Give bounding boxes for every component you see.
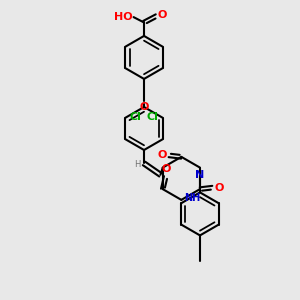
Text: Cl: Cl [147,112,158,122]
Text: H: H [134,160,140,169]
Text: N: N [195,170,204,180]
Text: NH: NH [184,194,200,203]
Text: O: O [158,150,167,161]
Text: HO: HO [114,12,132,22]
Text: Cl: Cl [130,112,142,122]
Text: O: O [161,164,170,174]
Text: O: O [214,183,224,193]
Text: O: O [158,10,167,20]
Text: O: O [139,102,149,112]
